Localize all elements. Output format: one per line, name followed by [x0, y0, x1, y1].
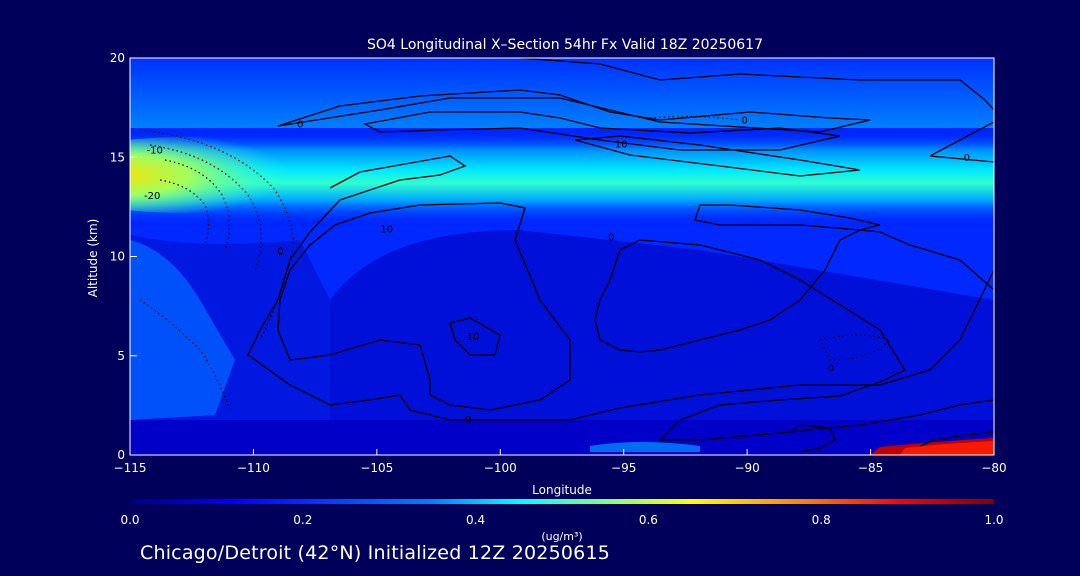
- y-axis: 0 5 10 15 20: [110, 51, 137, 462]
- contour-line: [574, 135, 861, 177]
- contour-label: 10: [467, 332, 480, 343]
- surface-layer: [130, 420, 994, 455]
- contour-line: [619, 239, 994, 441]
- colorbar-unit-label: (ug/m³): [541, 530, 582, 543]
- footer-caption: Chicago/Detroit (42°N) Initialized 12Z 2…: [140, 542, 611, 564]
- y-tick-label: 10: [110, 250, 125, 264]
- contour-label: 0: [465, 415, 471, 426]
- x-tick-label: −115: [114, 461, 147, 475]
- contour-line: [277, 202, 571, 411]
- contour-label: 0: [741, 116, 747, 127]
- x-tick-label: −100: [484, 461, 517, 475]
- western-plume: [130, 240, 235, 420]
- concentration-field: [130, 58, 994, 455]
- contour-label: -10: [147, 145, 163, 156]
- contour-label: 10: [380, 225, 393, 236]
- y-tick-label: 20: [110, 51, 125, 65]
- contour-lines: [247, 58, 994, 453]
- low-concentration-region: [330, 230, 994, 455]
- colorbar: [130, 499, 994, 504]
- dashed-contour: [139, 129, 294, 341]
- colorbar-tick-label: 0.6: [639, 513, 658, 527]
- dashed-contour: [164, 159, 230, 251]
- contour-line: [929, 155, 994, 163]
- contour-label: 0: [277, 247, 283, 258]
- contour-line: [363, 111, 841, 151]
- surface-plume-mid: [590, 442, 700, 452]
- x-axis-label: Longitude: [532, 483, 592, 497]
- colorbar-tick-label: 0.8: [812, 513, 831, 527]
- contour-label: 0: [828, 364, 834, 375]
- colorbar-tick-label: 0.2: [293, 513, 312, 527]
- chart-title: SO4 Longitudinal X–Section 54hr Fx Valid…: [367, 37, 763, 53]
- contour-labels: -10 -20 0 0 10 0 10 0 0 10 0 0: [144, 116, 970, 427]
- contour-line: [247, 155, 570, 421]
- aerosol-maximum: [130, 137, 335, 213]
- contour-line: [929, 121, 994, 157]
- surface-hotspot-core: [900, 441, 994, 455]
- y-axis-label: Altitude (km): [86, 219, 100, 298]
- contour-label: 10: [615, 139, 628, 150]
- dashed-contour: [159, 179, 210, 246]
- y-tick-label: 0: [117, 448, 125, 462]
- colorbar-tick-label: 1.0: [984, 513, 1003, 527]
- x-tick-label: −105: [360, 461, 393, 475]
- colorbar-ticks: 0.0 0.2 0.4 0.6 0.8 1.0: [120, 513, 1003, 527]
- x-tick-label: −85: [858, 461, 883, 475]
- dashed-contour: [649, 115, 741, 121]
- upper-layer: [130, 58, 994, 128]
- contour-line: [594, 229, 994, 353]
- contour-line: [569, 269, 994, 421]
- contour-label: 0: [608, 233, 614, 244]
- contour-line: [789, 424, 836, 453]
- dashed-contour: [139, 299, 231, 411]
- contour-line: [277, 89, 871, 133]
- x-axis: −115 −110 −105 −100 −95 −90 −85 −80: [114, 449, 1007, 475]
- x-tick-label: −110: [237, 461, 270, 475]
- contour-line: [694, 204, 881, 231]
- contour-label: 0: [297, 119, 303, 130]
- contour-label: 0: [964, 153, 970, 164]
- colorbar-tick-label: 0.0: [120, 513, 139, 527]
- y-tick-label: 5: [117, 349, 125, 363]
- y-tick-label: 15: [110, 150, 125, 164]
- colorbar-tick-label: 0.4: [466, 513, 485, 527]
- x-tick-label: −95: [611, 461, 636, 475]
- contour-line: [449, 317, 501, 356]
- x-tick-label: −90: [734, 461, 759, 475]
- x-tick-label: −80: [981, 461, 1006, 475]
- contour-label: -20: [144, 191, 160, 202]
- contour-line: [919, 431, 994, 447]
- negative-contours: [139, 115, 892, 411]
- contour-line: [519, 58, 994, 111]
